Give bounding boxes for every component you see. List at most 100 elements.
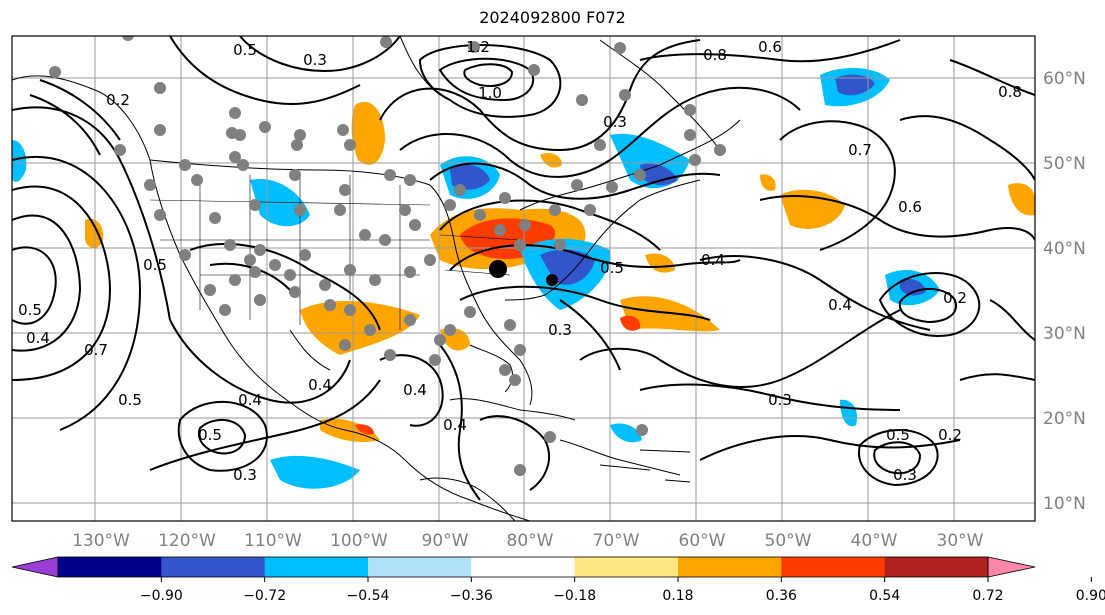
station-marker	[429, 354, 441, 366]
contour-value-label: 0.4	[26, 329, 50, 347]
station-marker	[684, 104, 696, 116]
latitude-label: 50°N	[1043, 154, 1086, 174]
contour-labels: 0.5 0.3 0.6 1.2 1.0 0.8 0.7 0.2 0.6 0.5 0.4 0.5 0.3 0…	[18, 38, 1022, 484]
station-marker	[404, 174, 416, 186]
colorbar-tick-label: −0.36	[450, 588, 493, 604]
station-marker	[514, 344, 526, 356]
station-marker	[504, 319, 516, 331]
contour-lines	[12, 36, 1035, 501]
station-marker	[49, 66, 61, 78]
station-marker	[549, 204, 561, 216]
colorbar-tick-label: 0.54	[869, 588, 900, 604]
station-marker	[154, 209, 166, 221]
latitude-label: 60°N	[1043, 69, 1086, 89]
colorbar-tick-label: 0.36	[766, 588, 797, 604]
longitude-label: 120°W	[158, 531, 216, 551]
contour-value-label: 0.3	[893, 466, 917, 484]
colorbar-tick-label: 0.90	[1076, 588, 1105, 604]
anomaly-positive-region	[320, 418, 380, 442]
colorbar-tick-label: 0.72	[972, 588, 1003, 604]
station-marker	[191, 174, 203, 186]
station-marker	[209, 212, 221, 224]
station-marker	[519, 219, 531, 231]
station-marker	[689, 154, 701, 166]
station-marker	[229, 107, 241, 119]
station-marker	[409, 219, 421, 231]
station-marker	[219, 304, 231, 316]
latitude-label: 40°N	[1043, 239, 1086, 259]
contour-value-label: 0.2	[938, 426, 962, 444]
contour-value-label: 0.5	[143, 256, 167, 274]
station-marker	[229, 274, 241, 286]
contour-value-label: 0.7	[84, 341, 108, 359]
contour-value-label: 0.2	[106, 91, 130, 109]
colorbar-segment	[368, 557, 472, 577]
station-marker	[499, 192, 511, 204]
latitude-label: 10°N	[1043, 494, 1086, 514]
colorbar-extend-min	[11, 556, 59, 578]
station-marker	[380, 36, 392, 48]
longitude-labels: 130°W 120°W 110°W 100°W 90°W 80°W 70°W 60°W 50°W…	[72, 531, 984, 551]
contour-value-label: 0.7	[848, 141, 872, 159]
contour-value-label: 0.4	[828, 296, 852, 314]
station-marker	[254, 244, 266, 256]
contour-value-label: 0.6	[898, 198, 922, 216]
map-frame	[11, 35, 1036, 522]
anomaly-strong-positive-region	[355, 424, 375, 435]
station-marker	[289, 286, 301, 298]
colorbar-segment	[58, 557, 162, 577]
station-marker	[594, 139, 606, 151]
station-marker	[584, 204, 596, 216]
colorbar-segment	[678, 557, 782, 577]
contour-value-label: 0.5	[233, 41, 257, 59]
station-marker	[224, 239, 236, 251]
station-marker	[344, 264, 356, 276]
station-marker	[234, 129, 246, 141]
station-marker	[364, 324, 376, 336]
observation-markers	[49, 36, 726, 476]
station-marker	[399, 204, 411, 216]
longitude-label: 40°W	[851, 531, 898, 551]
station-marker	[154, 82, 166, 94]
station-marker	[576, 94, 588, 106]
station-marker	[344, 304, 356, 316]
longitude-label: 60°W	[679, 531, 726, 551]
contour-value-label: 0.3	[303, 51, 327, 69]
station-marker	[614, 42, 626, 54]
station-marker	[337, 124, 349, 136]
longitude-label: 110°W	[244, 531, 302, 551]
anomaly-strong-negative-region	[450, 164, 490, 190]
anomaly-negative-region	[12, 140, 27, 182]
anomaly-negative-region	[610, 423, 642, 443]
station-marker	[619, 89, 631, 101]
contour-value-label: 1.0	[478, 84, 502, 102]
latitude-label: 20°N	[1043, 409, 1086, 429]
contour-value-label: 0.8	[998, 83, 1022, 101]
station-marker	[244, 254, 256, 266]
longitude-label: 130°W	[72, 531, 130, 551]
station-marker	[324, 299, 336, 311]
contour-value-label: 0.2	[943, 289, 967, 307]
station-marker	[494, 224, 506, 236]
contour-value-label: 0.5	[118, 391, 142, 409]
contour-value-label: 0.3	[233, 466, 257, 484]
station-marker	[291, 139, 303, 151]
highlight-marker	[546, 274, 558, 286]
contour-value-label: 0.3	[603, 113, 627, 131]
station-marker	[179, 249, 191, 261]
station-marker	[299, 249, 311, 261]
station-marker	[284, 269, 296, 281]
station-marker	[249, 266, 261, 278]
station-marker	[339, 184, 351, 196]
colorbar-tick-label: −0.72	[243, 588, 286, 604]
station-marker	[144, 179, 156, 191]
anomaly-positive-region	[1008, 183, 1035, 216]
station-marker	[289, 169, 301, 181]
station-marker	[259, 121, 271, 133]
station-marker	[636, 424, 648, 436]
station-marker	[339, 339, 351, 351]
station-marker	[379, 234, 391, 246]
station-marker	[424, 254, 436, 266]
anomaly-negative-region	[250, 179, 310, 227]
station-marker	[319, 279, 331, 291]
